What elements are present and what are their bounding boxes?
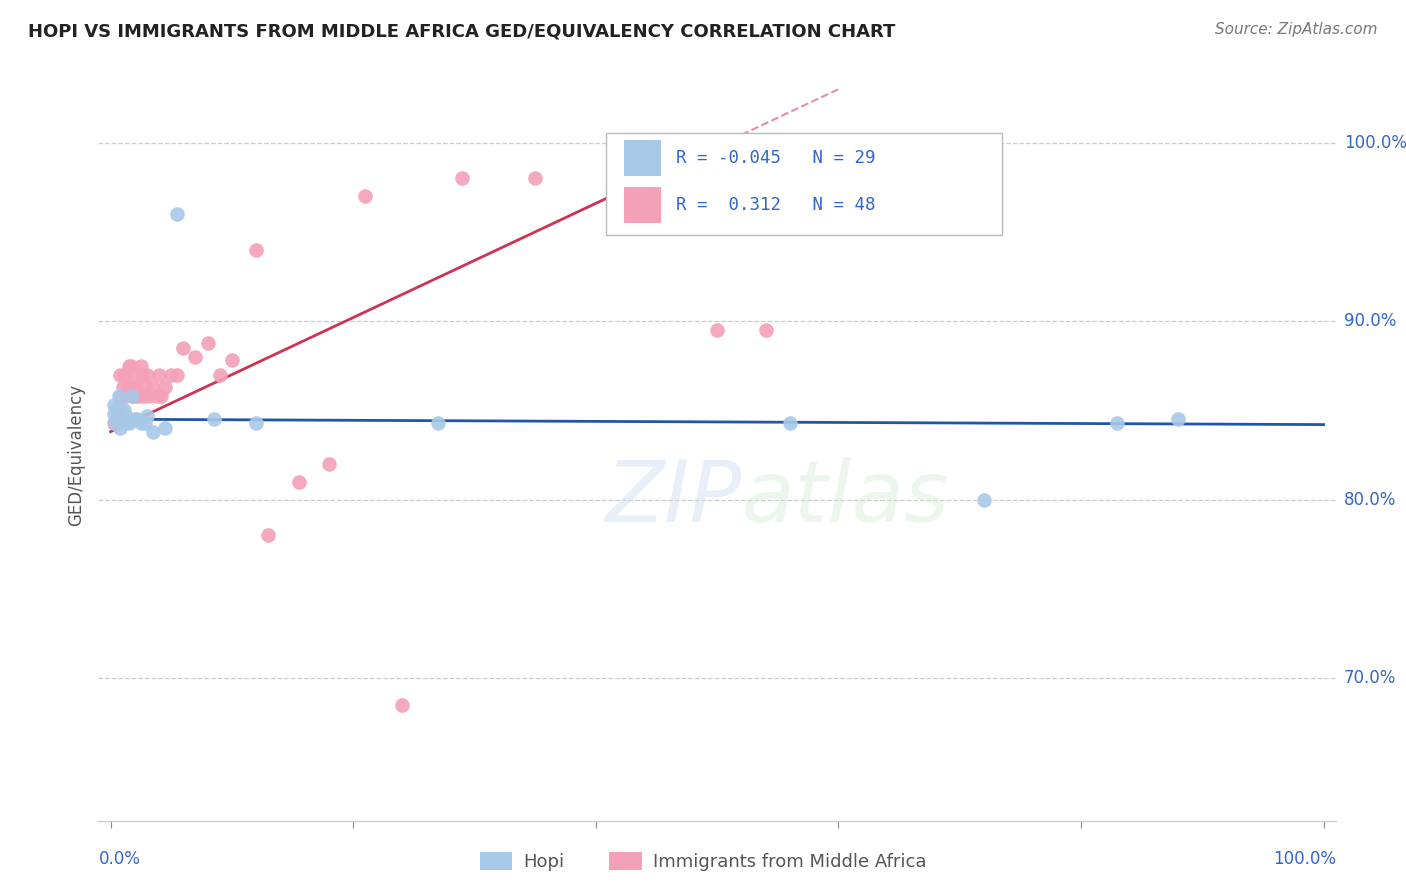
Point [221,353,243,368]
Point [121,389,143,403]
Point [125,380,148,394]
Point [107,409,129,423]
Point [118,416,141,430]
Point [755,323,778,337]
Point [172,341,194,355]
Point [124,389,146,403]
Point [131,368,153,382]
Point [318,457,340,471]
Point [110,421,132,435]
Point [124,412,146,426]
Text: 80.0%: 80.0% [1344,491,1396,508]
Point [145,389,167,403]
Text: atlas: atlas [742,458,950,541]
Point [184,350,207,364]
Point [257,528,280,542]
Text: ZIP: ZIP [606,458,742,541]
Text: 100.0%: 100.0% [1344,134,1406,152]
Point [779,416,801,430]
Point [112,368,135,382]
FancyBboxPatch shape [624,186,661,223]
Point [134,416,156,430]
Point [127,412,149,426]
FancyBboxPatch shape [606,133,1001,235]
Point [115,409,138,423]
Point [103,416,125,430]
Point [148,368,170,382]
Point [136,368,159,382]
Point [114,416,136,430]
Point [197,335,219,350]
Point [287,475,309,489]
Text: R = -0.045   N = 29: R = -0.045 N = 29 [676,149,876,167]
FancyBboxPatch shape [624,139,661,176]
Point [118,380,141,394]
Point [129,359,152,373]
Point [524,171,547,186]
Point [136,409,159,423]
Point [245,416,267,430]
Point [160,368,183,382]
Point [391,698,413,712]
Point [112,403,135,417]
Point [166,207,188,221]
Legend: Hopi, Immigrants from Middle Africa: Hopi, Immigrants from Middle Africa [472,845,934,879]
Point [110,389,132,403]
Point [1167,412,1189,426]
Point [127,389,149,403]
Point [150,389,173,403]
Text: 0.0%: 0.0% [98,850,141,868]
Point [117,380,139,394]
Text: Source: ZipAtlas.com: Source: ZipAtlas.com [1215,22,1378,37]
Point [138,389,160,403]
Point [153,380,176,394]
Point [451,171,474,186]
Point [114,389,136,403]
Point [105,403,128,417]
Point [153,421,176,435]
Point [110,368,132,382]
Point [354,189,377,203]
Y-axis label: GED/Equivalency: GED/Equivalency [67,384,86,526]
Point [1107,416,1129,430]
Point [973,492,995,507]
Text: 70.0%: 70.0% [1344,669,1396,687]
Point [122,380,145,394]
Point [104,416,127,430]
Point [129,416,152,430]
Point [609,136,631,150]
Point [245,243,267,257]
Point [108,389,131,403]
Point [103,398,125,412]
Point [706,323,728,337]
Point [111,409,134,423]
Point [142,380,165,394]
Point [120,359,142,373]
Point [142,425,165,439]
Text: R =  0.312   N = 48: R = 0.312 N = 48 [676,196,876,214]
Point [105,416,128,430]
Point [208,368,231,382]
Text: HOPI VS IMMIGRANTS FROM MIDDLE AFRICA GED/EQUIVALENCY CORRELATION CHART: HOPI VS IMMIGRANTS FROM MIDDLE AFRICA GE… [28,22,896,40]
Point [111,380,134,394]
Point [110,398,132,412]
Point [202,412,225,426]
Point [118,359,141,373]
Point [166,368,188,382]
Point [121,389,143,403]
Point [132,389,155,403]
Text: 100.0%: 100.0% [1272,850,1336,868]
Point [134,380,156,394]
Text: 90.0%: 90.0% [1344,312,1396,330]
Point [127,368,149,382]
Point [427,416,450,430]
Point [115,368,138,382]
Point [107,412,129,426]
Point [103,407,125,421]
